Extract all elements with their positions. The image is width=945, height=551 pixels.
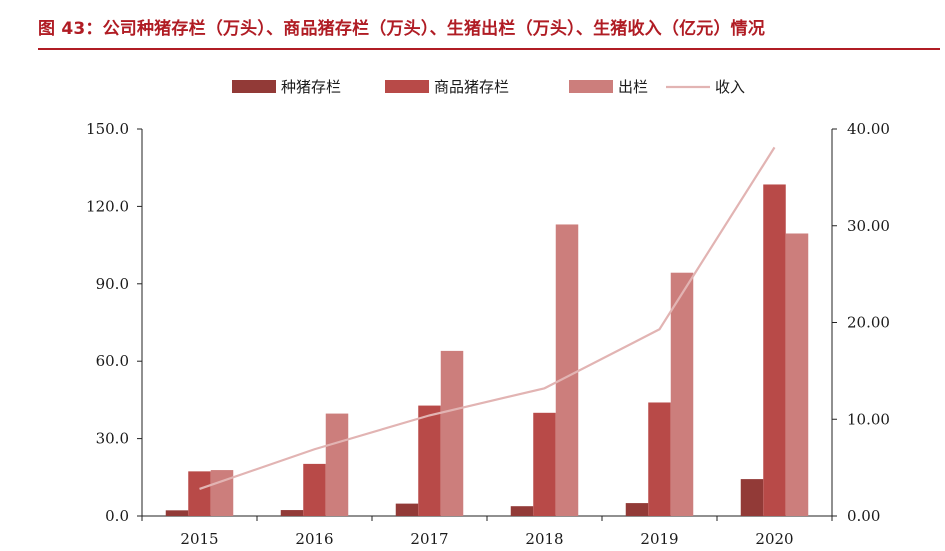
legend-item: 种猪存栏 xyxy=(232,78,341,96)
title-underline xyxy=(38,48,940,50)
legend-label: 商品猪存栏 xyxy=(434,78,509,96)
bar-2 xyxy=(418,405,441,516)
income-line xyxy=(199,146,776,490)
chart-title: 图 43：公司种猪存栏（万头）、商品猪存栏（万头）、生猪出栏（万头）、生猪收入（… xyxy=(38,19,766,39)
legend-swatch xyxy=(385,80,429,93)
bar-1 xyxy=(395,503,419,516)
bar-2 xyxy=(648,402,671,516)
x-tick-label: 2015 xyxy=(180,530,218,548)
x-tick-label: 2017 xyxy=(410,530,448,548)
bar-1 xyxy=(165,510,189,516)
left-tick-label: 150.0 xyxy=(86,120,129,138)
bar-1 xyxy=(280,510,304,516)
x-tick-label: 2016 xyxy=(295,530,333,548)
left-tick-label: 0.0 xyxy=(105,507,129,525)
bar-2 xyxy=(303,463,326,516)
left-tick-label: 30.0 xyxy=(96,430,129,448)
right-tick-label: 0.00 xyxy=(847,507,880,525)
right-tick-label: 40.00 xyxy=(847,120,890,138)
x-tick-label: 2019 xyxy=(640,530,678,548)
chart-line xyxy=(199,146,776,490)
bar-3 xyxy=(555,224,579,516)
chart-axes: 0.0 30.0 60.0 90.0 120.0 150.0 0.00 10.00 20.00 3… xyxy=(86,120,890,548)
left-tick-label: 90.0 xyxy=(96,275,129,293)
left-tick-label: 60.0 xyxy=(96,352,129,370)
right-tick-label: 10.00 xyxy=(847,410,890,428)
legend-item: 商品猪存栏 xyxy=(385,78,509,96)
bar-3 xyxy=(440,350,464,516)
bar-2 xyxy=(763,184,786,516)
legend-swatch xyxy=(232,80,276,93)
bar-1 xyxy=(625,503,649,516)
legend-item: 收入 xyxy=(666,78,745,96)
left-tick-label: 120.0 xyxy=(86,197,129,215)
bar-1 xyxy=(510,506,534,516)
legend-label: 出栏 xyxy=(618,78,648,96)
bar-1 xyxy=(740,479,764,516)
bar-2 xyxy=(533,412,556,516)
x-tick-label: 2020 xyxy=(755,530,793,548)
chart-legend: 种猪存栏 商品猪存栏 出栏 收入 xyxy=(232,78,745,96)
legend-item: 出栏 xyxy=(569,78,648,96)
bar-3 xyxy=(325,413,349,516)
x-tick-label: 2018 xyxy=(525,530,563,548)
legend-swatch xyxy=(569,80,613,93)
right-tick-label: 20.00 xyxy=(847,314,890,332)
chart-bars xyxy=(165,184,809,517)
legend-label: 收入 xyxy=(715,78,745,96)
bar-3 xyxy=(670,272,694,516)
legend-label: 种猪存栏 xyxy=(281,78,341,96)
bar-3 xyxy=(785,233,809,517)
bar-2 xyxy=(188,471,211,516)
right-tick-label: 30.00 xyxy=(847,217,890,235)
bar-3 xyxy=(210,470,234,516)
